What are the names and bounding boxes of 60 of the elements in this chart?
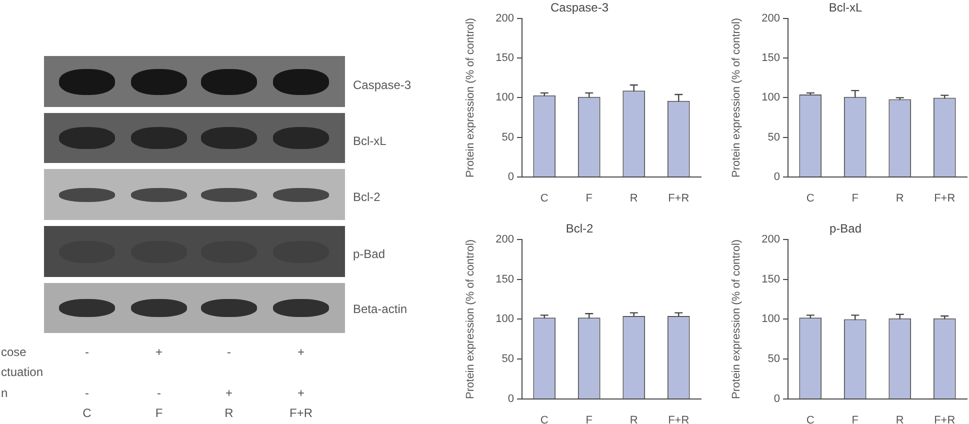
x-tick-label: R bbox=[896, 192, 904, 205]
y-tick-label: 200 bbox=[496, 233, 514, 246]
x-tick-label: R bbox=[896, 414, 904, 424]
text: Bcl-2 bbox=[353, 190, 380, 204]
y-axis-title: Protein expression (% of control) bbox=[730, 18, 743, 178]
x-tick-label: F+R bbox=[934, 192, 956, 205]
text: - bbox=[157, 386, 161, 400]
y-tick-label: 150 bbox=[762, 52, 780, 64]
y-tick-label: 150 bbox=[762, 273, 780, 286]
x-tick-label: R bbox=[630, 414, 638, 424]
y-tick-label: 50 bbox=[768, 353, 780, 366]
text: ctuation bbox=[1, 365, 44, 379]
text: n bbox=[1, 386, 8, 400]
y-tick-label: 150 bbox=[496, 52, 514, 64]
text: - bbox=[85, 386, 89, 400]
y-axis-title: Protein expression (% of control) bbox=[464, 239, 477, 399]
y-tick-label: 0 bbox=[774, 393, 780, 406]
y-tick-label: 200 bbox=[762, 12, 780, 24]
text: + bbox=[225, 386, 233, 400]
x-tick-label: F+R bbox=[668, 192, 690, 205]
chart-title: Bcl-2 bbox=[566, 222, 594, 236]
x-tick-label: F+R bbox=[934, 414, 956, 424]
y-tick-label: 200 bbox=[496, 12, 514, 24]
y-tick-label: 100 bbox=[496, 313, 514, 326]
y-tick-label: 200 bbox=[762, 233, 780, 246]
y-axis-title: Protein expression (% of control) bbox=[464, 18, 477, 178]
x-tick-label: C bbox=[806, 414, 814, 424]
y-tick-label: 100 bbox=[762, 313, 780, 326]
text: - bbox=[227, 345, 231, 359]
y-tick-label: 50 bbox=[502, 353, 514, 366]
y-tick-label: 100 bbox=[762, 92, 780, 104]
x-tick-label: C bbox=[540, 192, 548, 205]
x-tick-label: F bbox=[852, 192, 859, 205]
chart-title: p-Bad bbox=[829, 222, 862, 236]
y-tick-label: 100 bbox=[496, 92, 514, 104]
text: + bbox=[297, 345, 305, 359]
text: + bbox=[155, 345, 163, 359]
y-tick-label: 0 bbox=[774, 171, 780, 184]
y-tick-label: 50 bbox=[502, 131, 514, 144]
chart-title: Bcl-xL bbox=[828, 0, 862, 15]
y-tick-label: 0 bbox=[508, 393, 514, 406]
y-tick-label: 0 bbox=[508, 171, 514, 184]
text: Bcl-xL bbox=[353, 134, 386, 148]
y-tick-label: 150 bbox=[496, 273, 514, 286]
x-tick-label: C bbox=[806, 192, 814, 205]
x-tick-label: F bbox=[586, 414, 593, 424]
text: p-Bad bbox=[353, 247, 386, 261]
text: + bbox=[297, 386, 305, 400]
x-tick-label: F bbox=[852, 414, 859, 424]
x-tick-label: F bbox=[586, 192, 593, 205]
y-axis-title: Protein expression (% of control) bbox=[730, 239, 743, 399]
x-tick-label: F+R bbox=[668, 414, 690, 424]
chart-title: Caspase-3 bbox=[550, 0, 609, 15]
x-tick-label: C bbox=[540, 414, 548, 424]
y-tick-label: 50 bbox=[768, 131, 780, 144]
text: Caspase-3 bbox=[353, 78, 412, 92]
text: - bbox=[85, 345, 89, 359]
text: Beta-actin bbox=[353, 302, 408, 316]
x-tick-label: R bbox=[630, 192, 638, 205]
text: cose bbox=[1, 345, 26, 359]
